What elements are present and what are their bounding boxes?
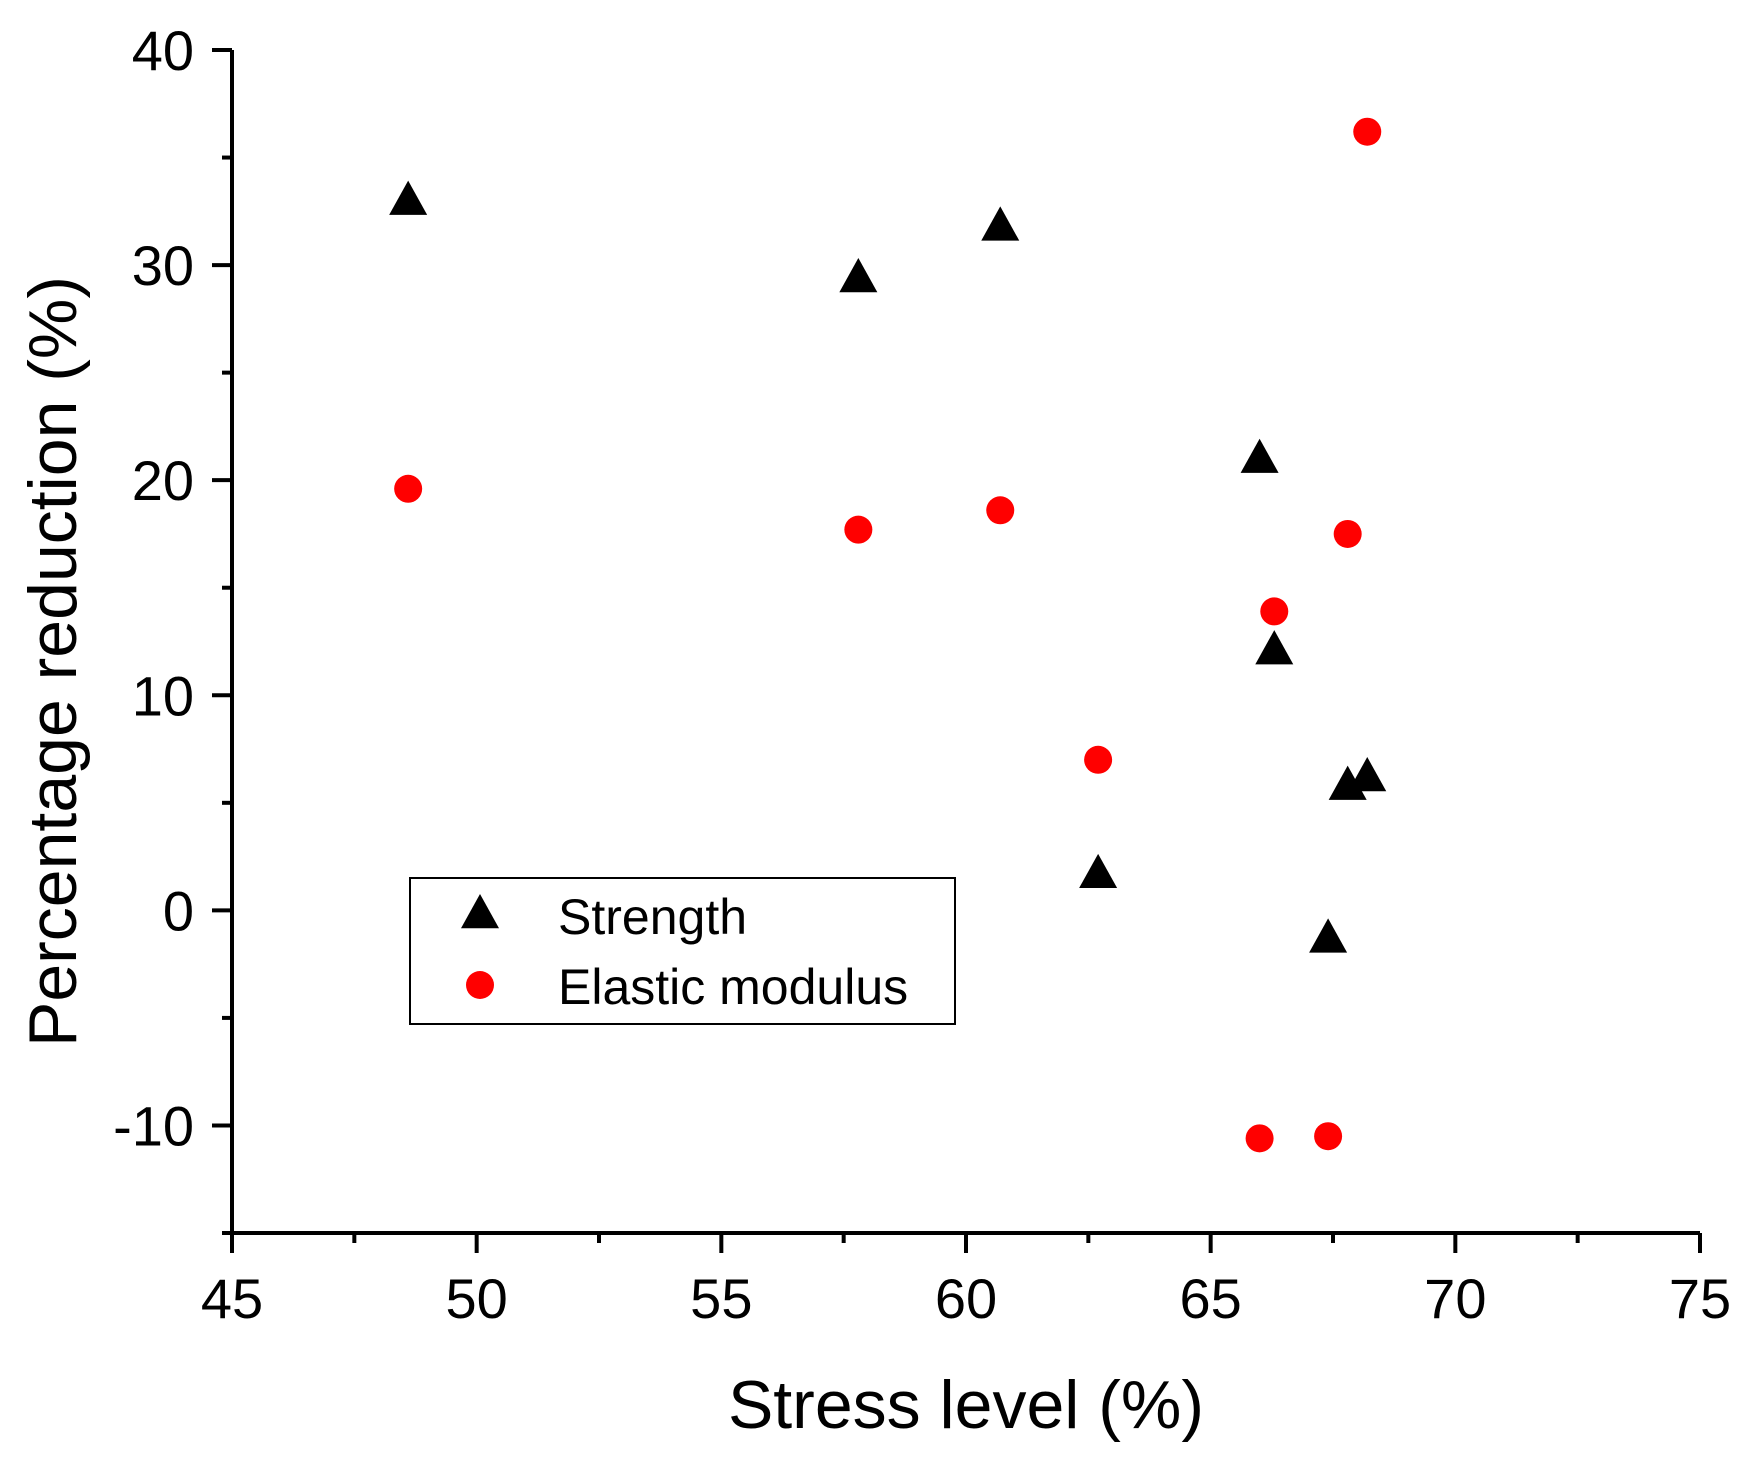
- legend-marker-strength: [461, 894, 499, 929]
- legend-marker-elastic-modulus: [466, 971, 494, 999]
- legend-label-strength: Strength: [558, 889, 747, 945]
- point-strength: [1309, 918, 1348, 953]
- x-tick-label: 45: [201, 1267, 263, 1330]
- x-axis-ticks: 45 50 55 60 65 70 75: [201, 1233, 1731, 1330]
- y-tick-label: 20: [132, 449, 194, 512]
- point-strength: [1240, 438, 1279, 473]
- point-strength: [1255, 630, 1294, 665]
- data-points: [389, 117, 1387, 1153]
- legend-box: [409, 877, 956, 1025]
- point-strength: [389, 180, 428, 215]
- point-strength: [1348, 757, 1387, 792]
- point-elastic-modulus: [1314, 1122, 1343, 1151]
- y-tick-label: -10: [113, 1094, 194, 1157]
- point-elastic-modulus: [844, 515, 873, 544]
- y-axis-title: Percentage reduction (%): [15, 276, 91, 1047]
- point-strength: [1328, 765, 1367, 800]
- legend: Strength Elastic modulus: [409, 877, 956, 1025]
- point-elastic-modulus: [394, 474, 423, 503]
- y-axis-ticks: -10 0 10 20 30 40: [113, 19, 232, 1235]
- point-elastic-modulus: [1260, 597, 1289, 626]
- point-elastic-modulus: [1333, 519, 1362, 548]
- y-tick-label: 30: [132, 234, 194, 297]
- y-tick-label: 40: [132, 19, 194, 82]
- point-elastic-modulus: [986, 496, 1015, 525]
- x-tick-label: 75: [1669, 1267, 1731, 1330]
- legend-label-elastic-modulus: Elastic modulus: [558, 959, 908, 1015]
- x-tick-label: 70: [1424, 1267, 1486, 1330]
- x-axis-title: Stress level (%): [728, 1367, 1204, 1443]
- y-tick-label: 0: [163, 879, 194, 942]
- x-tick-label: 65: [1180, 1267, 1242, 1330]
- point-strength: [1079, 853, 1118, 889]
- x-tick-label: 60: [935, 1267, 997, 1330]
- x-tick-label: 50: [446, 1267, 508, 1330]
- point-elastic-modulus: [1245, 1124, 1274, 1153]
- point-elastic-modulus: [1353, 117, 1382, 146]
- point-strength: [981, 206, 1020, 241]
- x-tick-label: 55: [690, 1267, 752, 1330]
- point-elastic-modulus: [1084, 745, 1113, 774]
- y-tick-label: 10: [132, 664, 194, 727]
- point-strength: [839, 258, 878, 293]
